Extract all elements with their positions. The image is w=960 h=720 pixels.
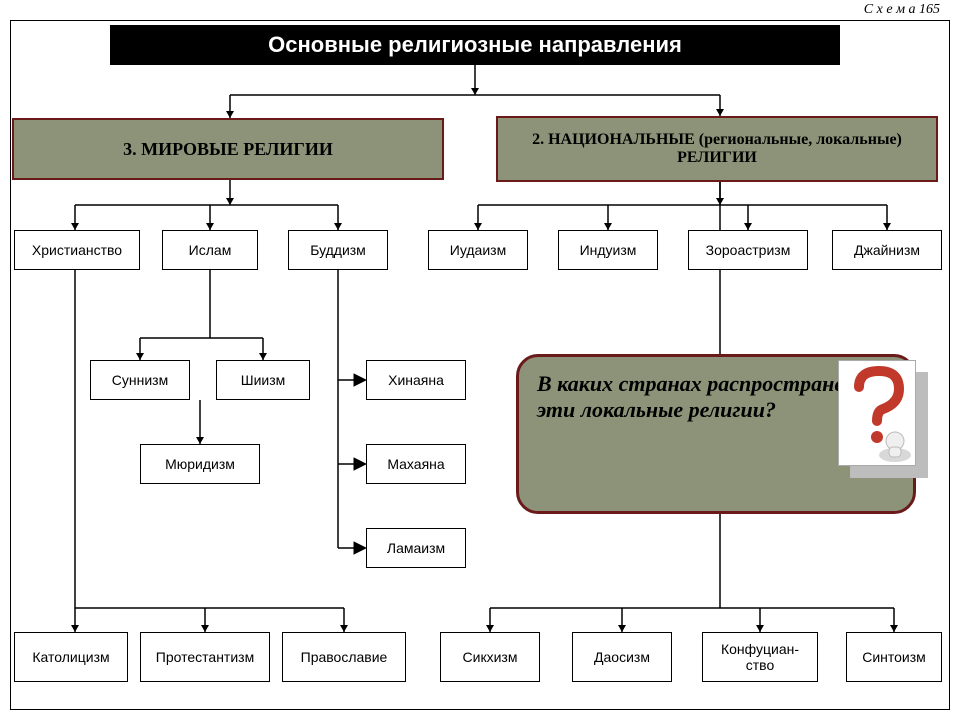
node-conf: Конфуциан- ство xyxy=(702,632,818,682)
category-world-religions: 3. МИРОВЫЕ РЕЛИГИИ xyxy=(12,118,444,180)
category-world-label: 3. МИРОВЫЕ РЕЛИГИИ xyxy=(123,139,333,160)
question-text: В каких странах распространены эти локал… xyxy=(537,371,872,422)
node-cath: Католицизм xyxy=(14,632,128,682)
node-christ: Христианство xyxy=(14,230,140,270)
node-sikh: Сикхизм xyxy=(440,632,540,682)
node-lama: Ламаизм xyxy=(366,528,466,568)
node-prot: Протестантизм xyxy=(140,632,270,682)
node-islam: Ислам xyxy=(162,230,258,270)
node-budd: Буддизм xyxy=(288,230,388,270)
category-national-religions: 2. НАЦИОНАЛЬНЫЕ (региональные, локальные… xyxy=(496,116,938,182)
category-national-label: 2. НАЦИОНАЛЬНЫЕ (региональные, локальные… xyxy=(502,131,932,167)
figure-panel xyxy=(838,360,916,466)
node-hinay: Хинаяна xyxy=(366,360,466,400)
node-shia: Шиизм xyxy=(216,360,310,400)
node-jain: Джайнизм xyxy=(832,230,942,270)
node-hindu: Индуизм xyxy=(558,230,658,270)
node-juda: Иудаизм xyxy=(428,230,528,270)
node-mahay: Махаяна xyxy=(366,444,466,484)
scheme-label: С х е м а 165 xyxy=(864,2,940,18)
node-dao: Даосизм xyxy=(572,632,672,682)
node-sunni: Суннизм xyxy=(90,360,190,400)
node-orth: Православие xyxy=(282,632,406,682)
node-shinto: Синтоизм xyxy=(846,632,942,682)
node-muri: Мюридизм xyxy=(140,444,260,484)
node-zoro: Зороастризм xyxy=(688,230,808,270)
question-mark-icon xyxy=(839,361,917,467)
main-title: Основные религиозные направления xyxy=(110,25,840,65)
